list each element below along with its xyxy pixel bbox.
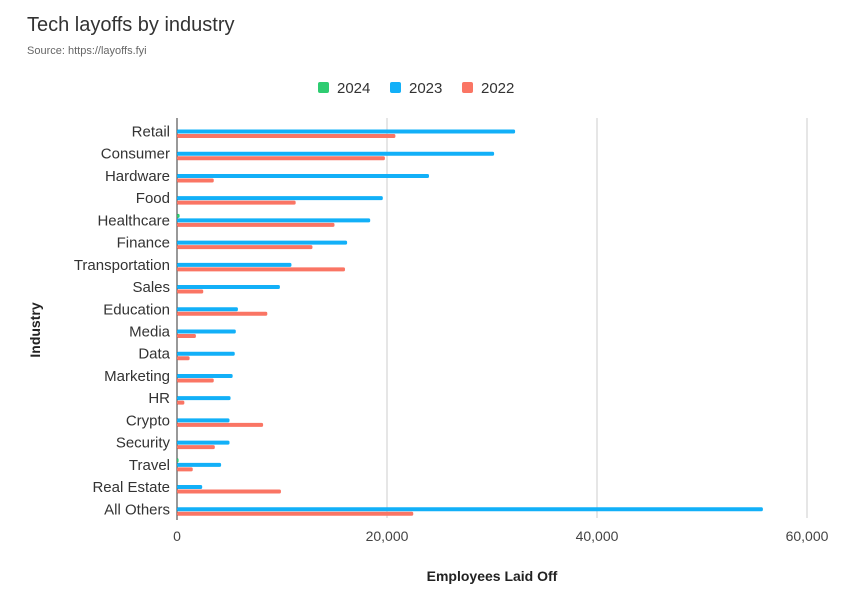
category-label: Sales bbox=[132, 279, 170, 296]
legend-swatch bbox=[318, 82, 329, 93]
category-label: Hardware bbox=[105, 168, 170, 185]
bar-2024 bbox=[177, 458, 179, 463]
category-label: All Others bbox=[104, 501, 170, 518]
bar-2022 bbox=[177, 289, 204, 294]
bar-2022 bbox=[177, 467, 193, 472]
bar-2022 bbox=[177, 511, 414, 516]
bar-2023 bbox=[177, 262, 292, 267]
chart-title: Tech layoffs by industry bbox=[27, 14, 235, 36]
bar-2023 bbox=[177, 240, 348, 245]
bar-2022 bbox=[177, 178, 214, 183]
bar-2023 bbox=[177, 418, 230, 423]
gridlines bbox=[176, 118, 808, 520]
legend-label: 2022 bbox=[481, 80, 514, 97]
category-label: Marketing bbox=[104, 368, 170, 385]
bar-2022 bbox=[177, 445, 215, 450]
y-axis-title: Industry bbox=[27, 302, 43, 357]
category-label: Media bbox=[129, 324, 171, 341]
bar-2023 bbox=[177, 218, 371, 223]
bar-2023 bbox=[177, 462, 222, 467]
bar-2022 bbox=[177, 489, 281, 494]
bar-2022 bbox=[177, 267, 345, 272]
x-tick-label: 0 bbox=[173, 528, 181, 544]
bar-2022 bbox=[177, 245, 313, 250]
x-tick-label: 60,000 bbox=[786, 528, 829, 544]
bar-2023 bbox=[177, 173, 429, 178]
chart-subtitle: Source: https://layoffs.fyi bbox=[27, 45, 147, 57]
bar-2023 bbox=[177, 507, 763, 512]
bar-2022 bbox=[177, 311, 268, 316]
category-label: Data bbox=[138, 346, 170, 363]
bar-2022 bbox=[177, 400, 185, 405]
bar-2022 bbox=[177, 378, 214, 383]
category-label: Transportation bbox=[74, 257, 170, 274]
category-label: Consumer bbox=[101, 146, 170, 163]
bar-2023 bbox=[177, 307, 238, 312]
bar-2023 bbox=[177, 285, 280, 290]
bar-2023 bbox=[177, 196, 383, 201]
legend-label: 2023 bbox=[409, 80, 442, 97]
category-label: Retail bbox=[132, 124, 170, 141]
bar-2022 bbox=[177, 422, 264, 427]
bar-2022 bbox=[177, 222, 335, 227]
bar-2022 bbox=[177, 356, 190, 361]
x-axis-title: Employees Laid Off bbox=[427, 568, 558, 584]
bar-2023 bbox=[177, 151, 495, 156]
category-label: Education bbox=[103, 301, 170, 318]
legend-label: 2024 bbox=[337, 80, 370, 97]
legend-swatch bbox=[462, 82, 473, 93]
x-tick-label: 20,000 bbox=[366, 528, 409, 544]
bar-2023 bbox=[177, 440, 230, 445]
bar-2023 bbox=[177, 373, 233, 378]
category-label: Crypto bbox=[126, 412, 170, 429]
category-label: Healthcare bbox=[97, 212, 170, 229]
category-labels: Retail Consumer Hardware Food Healthcare Fina… bbox=[74, 124, 171, 519]
bar-2022 bbox=[177, 200, 296, 205]
category-label: HR bbox=[148, 390, 170, 407]
bar-2023 bbox=[177, 129, 516, 134]
x-tick-labels: 0 20,000 40,000 60,000 bbox=[173, 528, 829, 544]
bar-2022 bbox=[177, 156, 385, 161]
legend-swatch bbox=[390, 82, 401, 93]
category-label: Travel bbox=[129, 457, 170, 474]
legend: 2024 2023 2022 bbox=[318, 80, 514, 97]
x-tick-label: 40,000 bbox=[576, 528, 619, 544]
bar-2023 bbox=[177, 485, 203, 490]
bar-2023 bbox=[177, 396, 231, 401]
bars bbox=[177, 129, 763, 516]
bar-2024 bbox=[177, 213, 180, 218]
bar-2022 bbox=[177, 134, 396, 138]
bar-2022 bbox=[177, 334, 196, 338]
bar-2023 bbox=[177, 329, 236, 334]
category-label: Real Estate bbox=[92, 479, 170, 496]
category-label: Finance bbox=[117, 235, 170, 252]
bar-2023 bbox=[177, 351, 235, 356]
category-label: Security bbox=[116, 435, 171, 452]
category-label: Food bbox=[136, 190, 170, 207]
